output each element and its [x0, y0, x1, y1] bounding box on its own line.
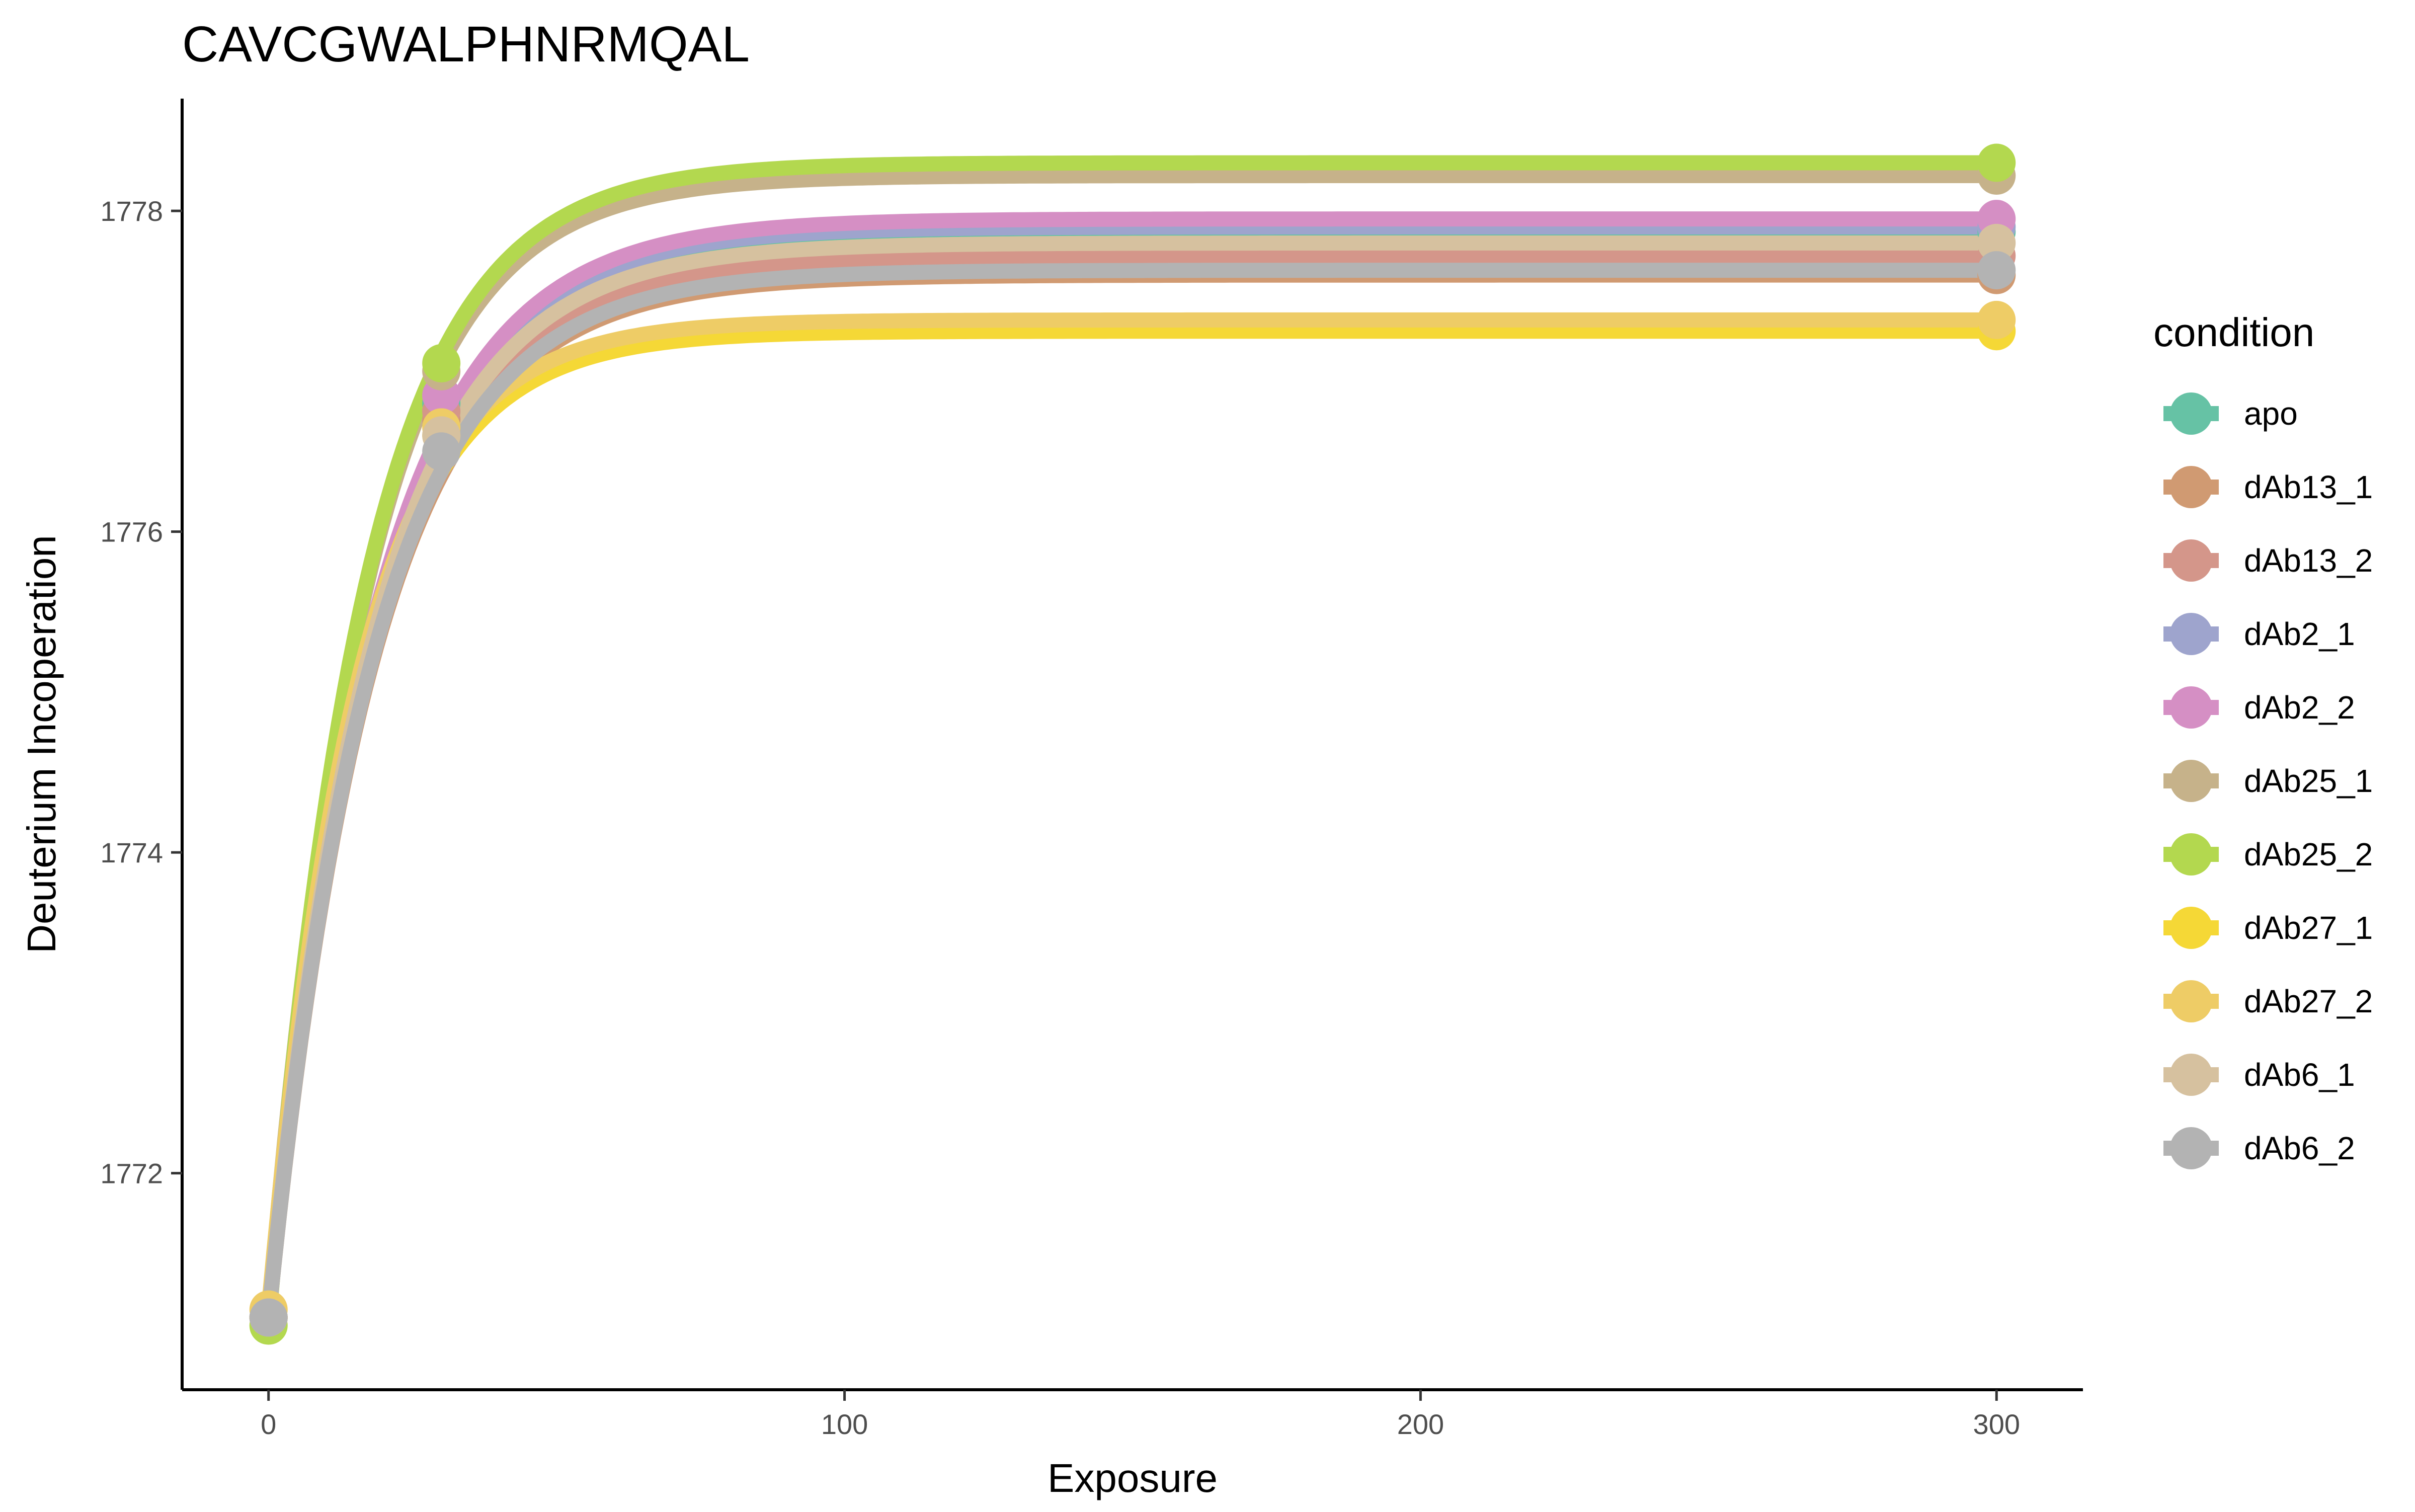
y-tick-label: 1778: [100, 195, 163, 227]
series-line-dAb27_1: [261, 324, 2004, 1325]
series-line-dAb2_2: [261, 211, 2004, 1325]
series-line-apo: [261, 224, 2004, 1325]
y-tick-label: 1774: [100, 837, 163, 868]
y-tick-label: 1772: [100, 1158, 163, 1189]
series-line-dAb13_1: [261, 267, 2004, 1325]
x-tick-label: 200: [1397, 1408, 1444, 1440]
legend-key-point: [2170, 1127, 2212, 1169]
y-axis-title: Deuterium Incoperation: [19, 535, 64, 953]
legend: condition apo dAb13_1 dAb13_2 dAb2_1 dAb2_2d…: [2153, 310, 2373, 1169]
y-tick-label: 1776: [100, 516, 163, 548]
x-tick-label: 100: [821, 1408, 868, 1440]
x-axis-title: Exposure: [1048, 1456, 1218, 1500]
series-line-dAb6_2: [261, 263, 2004, 1325]
data-point-dAb25_2: [422, 344, 461, 382]
data-point-dAb27_2: [1977, 300, 2016, 339]
legend-label: apo: [2244, 395, 2298, 432]
series-line-dAb13_2: [261, 248, 2004, 1325]
legend-key-point: [2170, 613, 2212, 655]
axes: [181, 99, 2083, 1391]
x-tick-label: 300: [1973, 1408, 2020, 1440]
series-line-dAb25_2: [261, 155, 2004, 1333]
data-point-dAb25_2: [1977, 143, 2016, 182]
legend-key-point: [2170, 833, 2212, 876]
data-point-dAb6_1: [1977, 223, 2016, 262]
series-line-dAb25_1: [261, 168, 2004, 1325]
legend-key-point: [2170, 466, 2212, 508]
legend-key-point: [2170, 907, 2212, 949]
legend-label: dAb25_2: [2244, 836, 2373, 872]
legend-key-point: [2170, 686, 2212, 729]
chart-title: CAVCGWALPHNRMQAL: [182, 16, 750, 72]
legend-label: dAb25_1: [2244, 763, 2373, 799]
legend-title: condition: [2153, 310, 2314, 355]
legend-key-point: [2170, 980, 2212, 1022]
legend-label: dAb13_1: [2244, 469, 2373, 505]
legend-label: dAb27_1: [2244, 910, 2373, 946]
legend-label: dAb6_2: [2244, 1130, 2355, 1166]
x-tick-label: 0: [261, 1408, 276, 1440]
legend-label: dAb2_1: [2244, 616, 2355, 652]
legend-key-point: [2170, 539, 2212, 582]
legend-label: dAb6_1: [2244, 1057, 2355, 1093]
ticks: 0 100 200 300 1772 1774 1776 1778: [100, 195, 2020, 1440]
data-point-dAb6_2: [422, 432, 461, 471]
legend-key-point: [2170, 1054, 2212, 1096]
plot-area: [249, 143, 2016, 1345]
legend-label: dAb2_2: [2244, 689, 2355, 726]
data-point-dAb6_2: [1977, 251, 2016, 290]
series-line-dAb27_2: [261, 312, 2004, 1317]
legend-key-point: [2170, 392, 2212, 435]
data-point-dAb6_2: [249, 1298, 288, 1337]
legend-label: dAb27_2: [2244, 983, 2373, 1019]
legend-label: dAb13_2: [2244, 542, 2373, 579]
series-line-dAb6_1: [261, 235, 2004, 1325]
legend-key-point: [2170, 760, 2212, 802]
